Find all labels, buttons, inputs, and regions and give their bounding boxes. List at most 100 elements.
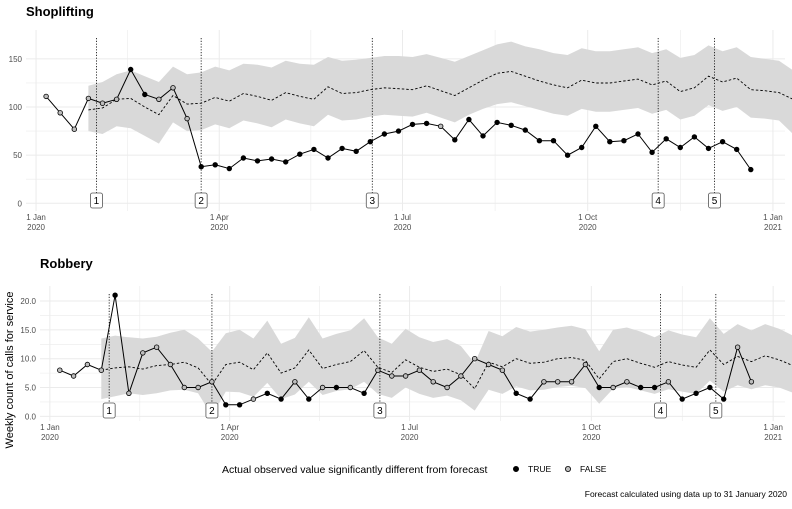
observed-point-significant xyxy=(596,384,602,391)
x-tick-label: 1 Apr xyxy=(210,213,229,222)
observed-point-not-significant xyxy=(734,344,741,350)
observed-point-not-significant xyxy=(70,373,77,379)
observed-point-not-significant xyxy=(57,367,63,373)
event-label-box-1 xyxy=(102,402,116,419)
event-label-box-2 xyxy=(205,402,219,419)
observed-point-significant xyxy=(677,144,683,151)
y-tick-label: 10.0 xyxy=(20,355,36,364)
caption: Forecast calculated using data up to 31 … xyxy=(585,489,788,499)
event-label-5: 5 xyxy=(712,196,718,207)
observed-point-significant xyxy=(264,390,270,396)
y-tick-label: 20.0 xyxy=(20,297,36,306)
observed-point-significant xyxy=(268,156,275,162)
event-label-4: 4 xyxy=(658,406,664,417)
event-label-box-4 xyxy=(651,192,665,209)
observed-point-significant xyxy=(635,131,641,137)
observed-point-not-significant xyxy=(292,379,298,385)
observed-point-significant xyxy=(651,384,658,391)
observed-point-not-significant xyxy=(43,93,49,100)
observed-point-significant xyxy=(325,155,331,161)
x-tick-label: 1 Jan xyxy=(26,213,46,222)
observed-point-significant xyxy=(409,121,416,128)
observed-point-significant xyxy=(333,384,340,391)
observed-point-not-significant xyxy=(98,367,104,373)
event-label-3: 3 xyxy=(369,196,375,207)
observed-point-significant xyxy=(127,66,134,73)
observed-point-significant xyxy=(705,145,712,152)
x-tick-label: 1 Jan xyxy=(40,423,60,432)
observed-point-significant xyxy=(311,146,317,153)
observed-point-not-significant xyxy=(438,123,444,129)
legend-false-label: FALSE xyxy=(580,464,607,474)
forecast-mean-line xyxy=(88,70,792,116)
observed-point-significant xyxy=(748,166,754,173)
observed-point-not-significant xyxy=(195,384,201,391)
observed-point-significant xyxy=(513,390,519,396)
event-label-2: 2 xyxy=(198,196,204,207)
observed-point-significant xyxy=(550,137,557,144)
x-tick-label: 2021 xyxy=(764,433,782,442)
observed-point-not-significant xyxy=(541,379,547,385)
observed-point-significant xyxy=(283,159,289,165)
x-tick-label: 1 Jul xyxy=(394,213,411,222)
observed-point-not-significant xyxy=(126,390,132,396)
observed-point-not-significant xyxy=(472,356,478,362)
observed-point-not-significant xyxy=(485,361,492,368)
observed-point-not-significant xyxy=(85,95,92,102)
observed-point-not-significant xyxy=(250,396,257,402)
legend: Actual observed value significantly diff… xyxy=(222,464,607,476)
observed-point-significant xyxy=(527,396,533,402)
observed-point-significant xyxy=(734,146,740,153)
event-label-box-3 xyxy=(365,192,379,209)
y-tick-label: 150 xyxy=(9,55,23,64)
x-tick-label: 1 Oct xyxy=(582,423,602,432)
observed-point-not-significant xyxy=(209,379,215,385)
observed-point-significant xyxy=(236,402,243,408)
observed-point-significant xyxy=(707,384,713,391)
observed-point-not-significant xyxy=(499,367,506,373)
x-tick-label: 2021 xyxy=(764,223,782,232)
observed-point-significant xyxy=(564,152,571,158)
forecast-interval-band xyxy=(88,41,792,144)
y-tick-label: 15.0 xyxy=(20,326,36,335)
legend-false-marker xyxy=(565,465,572,472)
observed-point-significant xyxy=(423,120,430,127)
observed-point-not-significant xyxy=(181,384,187,391)
observed-point-significant xyxy=(607,138,613,145)
observed-point-not-significant xyxy=(444,384,450,391)
observed-point-significant xyxy=(508,122,514,128)
event-label-box-4 xyxy=(654,402,667,419)
panel-title-robbery: Robbery xyxy=(40,256,94,271)
observed-point-not-significant xyxy=(99,100,106,106)
observed-point-not-significant xyxy=(167,361,174,368)
observed-point-significant xyxy=(679,396,685,402)
observed-point-significant xyxy=(522,127,528,133)
x-tick-label: 2020 xyxy=(579,223,597,232)
legend-title: Actual observed value significantly diff… xyxy=(222,464,487,476)
observed-point-significant xyxy=(367,138,373,145)
event-label-2: 2 xyxy=(209,406,215,417)
observed-point-not-significant xyxy=(430,379,436,385)
observed-point-significant xyxy=(721,396,727,402)
observed-point-significant xyxy=(240,155,247,161)
observed-point-significant xyxy=(297,151,303,157)
observed-point-not-significant xyxy=(347,384,353,391)
legend-true-marker xyxy=(513,465,520,472)
y-tick-label: 0 xyxy=(18,199,23,208)
observed-point-significant xyxy=(452,137,458,143)
observed-point-significant xyxy=(223,402,229,408)
observed-point-significant xyxy=(579,144,585,151)
forecast-interval-band xyxy=(101,317,792,416)
observed-point-not-significant xyxy=(582,361,589,368)
observed-point-not-significant xyxy=(375,367,381,373)
observed-point-not-significant xyxy=(402,373,409,379)
observed-point-not-significant xyxy=(748,379,755,385)
observed-point-significant xyxy=(112,292,118,298)
x-tick-label: 2020 xyxy=(394,223,412,232)
observed-point-not-significant xyxy=(319,384,326,391)
x-tick-label: 1 Jul xyxy=(401,423,418,432)
observed-point-not-significant xyxy=(84,361,91,368)
x-tick-label: 2020 xyxy=(210,223,228,232)
